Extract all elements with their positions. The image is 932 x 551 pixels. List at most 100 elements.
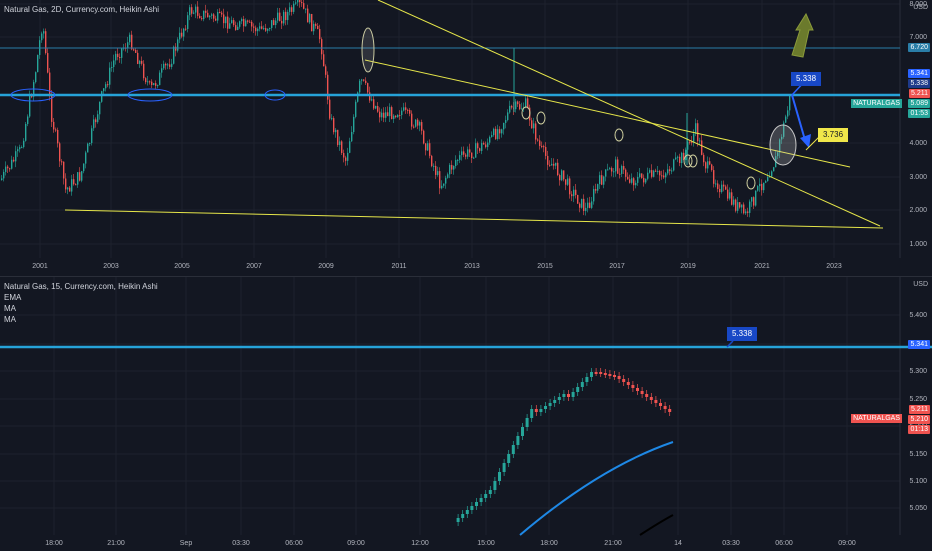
candle-body <box>357 92 359 102</box>
candle-body <box>607 169 609 171</box>
price-tag-5211: 5.211 <box>909 89 930 98</box>
candle-body <box>585 377 589 382</box>
candle-body <box>53 121 55 130</box>
candle-body <box>581 198 583 208</box>
price-axis-label: 8.000 <box>909 1 927 8</box>
candle-body <box>685 149 687 161</box>
candle-body <box>55 129 57 131</box>
candle-body <box>693 133 695 142</box>
candle-body <box>561 170 563 181</box>
time-axis-label: 06:00 <box>775 540 793 547</box>
price-tag-5338: 5.338 <box>908 79 930 88</box>
price-axis-label: 4.000 <box>909 140 927 147</box>
time-axis-label: Sep <box>180 540 193 547</box>
candle-body <box>745 211 747 214</box>
time-axis-label: 2007 <box>246 263 262 270</box>
candle-body <box>89 142 91 144</box>
candle-body <box>485 144 487 148</box>
candle-body <box>654 400 658 403</box>
callout-pointer <box>726 340 734 348</box>
indicator-ema[interactable]: EMA <box>4 293 22 302</box>
candle-body <box>721 184 723 193</box>
candle-body <box>361 79 363 81</box>
indicator-ma-2[interactable]: MA <box>4 315 16 324</box>
candle-body <box>539 140 541 146</box>
candle-body <box>281 20 283 24</box>
candle-body <box>447 174 449 178</box>
price-chart-bottom[interactable]: 5.4005.3505.3005.2505.2005.1505.1005.050… <box>0 277 932 551</box>
candle-body <box>407 109 409 111</box>
candle-body <box>437 171 439 175</box>
candle-body <box>201 18 203 20</box>
candle-body <box>355 101 357 117</box>
candle-body <box>17 149 19 152</box>
candle-body <box>639 173 641 177</box>
candle-body <box>409 110 411 114</box>
candle-body <box>687 141 689 150</box>
candle-body <box>473 157 475 159</box>
candle-body <box>299 0 301 3</box>
candle-body <box>779 139 781 153</box>
candle-body <box>451 164 453 170</box>
price-tag-5341-bottom: 5.341 <box>908 340 930 349</box>
candle-body <box>399 114 401 116</box>
candle-body <box>269 27 271 29</box>
candle-body <box>31 96 33 98</box>
candle-body <box>165 63 167 66</box>
candle-body <box>15 151 17 162</box>
candle-body <box>456 518 460 522</box>
candle-body <box>171 63 173 67</box>
candle-body <box>203 10 205 20</box>
chart-pane-top[interactable]: 8.000 7.000 4.000 3.000 2.000 1.000 2001 2003 20… <box>0 0 932 276</box>
callout-target-5338-bottom[interactable]: 5.338 <box>727 327 758 341</box>
candle-body <box>707 161 709 169</box>
candle-body <box>97 114 99 123</box>
candle-body <box>719 188 721 193</box>
candle-body <box>640 391 644 394</box>
chart-pane-bottom[interactable]: 5.4005.3505.3005.2505.2005.1505.1005.050… <box>0 276 932 551</box>
candle-body <box>129 34 131 43</box>
candle-body <box>365 80 367 84</box>
candle-body <box>343 152 345 158</box>
candle-body <box>659 171 661 176</box>
candle-body <box>771 171 773 177</box>
candle-body <box>373 99 375 109</box>
candle-body <box>267 28 269 31</box>
candle-body <box>155 83 157 86</box>
candle-body <box>109 67 111 85</box>
candle-body <box>461 514 465 518</box>
candle-body <box>475 143 477 158</box>
candle-body <box>65 178 67 190</box>
candle-body <box>611 168 613 172</box>
candle-body <box>569 178 571 195</box>
candle-body <box>499 129 501 134</box>
indicator-ma-1[interactable]: MA <box>4 304 16 313</box>
callout-target-5338[interactable]: 5.338 <box>791 72 822 86</box>
candle-body <box>633 178 635 186</box>
candle-body <box>105 84 107 89</box>
candle-body <box>645 178 647 183</box>
candle-body <box>605 169 607 177</box>
candle-body <box>785 116 787 123</box>
candle-body <box>557 397 561 400</box>
touch-point-ellipse <box>536 111 546 125</box>
candle-body <box>143 63 145 79</box>
candle-body <box>727 189 729 199</box>
candle-body <box>427 143 429 151</box>
price-chart-top[interactable]: 8.000 7.000 4.000 3.000 2.000 1.000 2001 2003 20… <box>0 0 932 276</box>
candle-body <box>697 123 699 142</box>
candle-body <box>37 55 39 73</box>
candle-body <box>559 175 561 181</box>
price-axis-label: 2.000 <box>909 207 927 214</box>
candle-body <box>509 105 511 113</box>
callout-target-3736[interactable]: 3.736 <box>818 128 849 142</box>
candle-body <box>275 20 277 26</box>
candle-body <box>533 123 535 129</box>
candle-body <box>9 168 11 170</box>
price-axis-label: 5.400 <box>909 312 927 319</box>
candle-body <box>79 172 81 181</box>
symbol-tag-bottom: NATURALGAS <box>851 414 902 423</box>
candle-body <box>455 160 457 167</box>
candle-body <box>498 472 501 481</box>
candle-body <box>701 140 703 155</box>
